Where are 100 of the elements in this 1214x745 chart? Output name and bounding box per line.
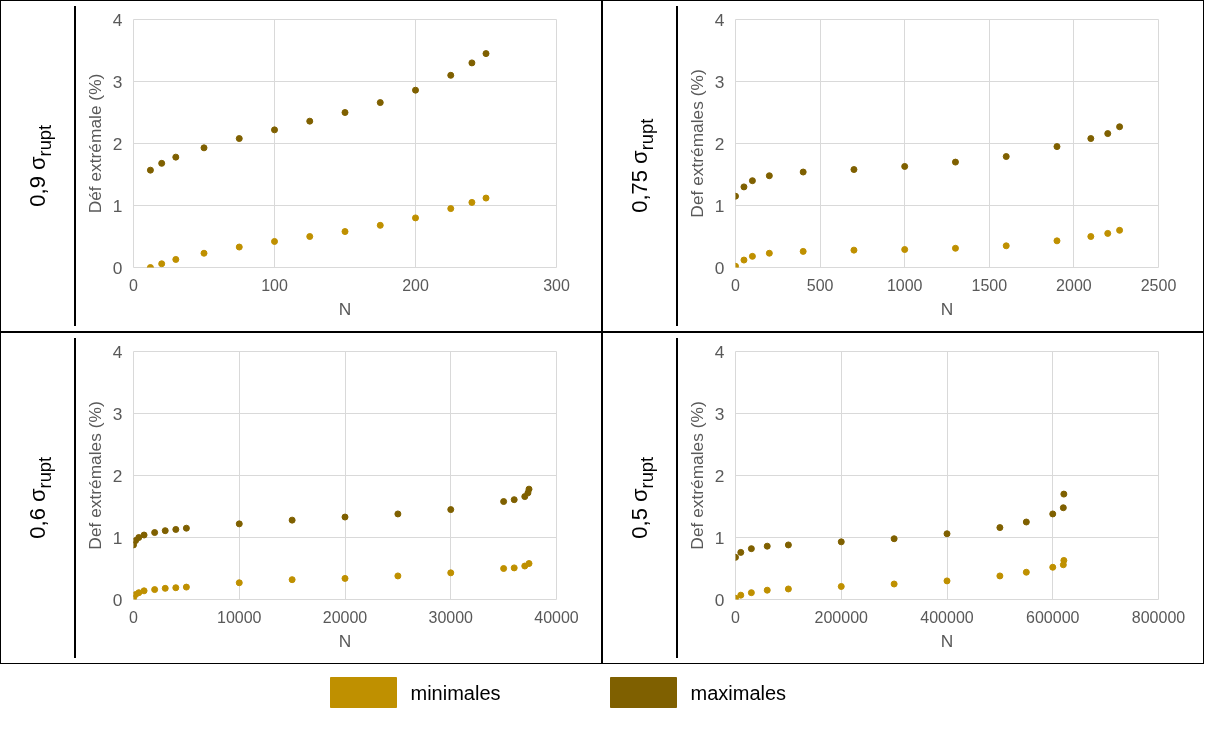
point xyxy=(901,162,909,170)
point xyxy=(837,538,845,546)
y-tick-label: 3 xyxy=(112,403,123,424)
point xyxy=(737,591,745,599)
x-tick-label: 1000 xyxy=(886,276,923,294)
point xyxy=(525,485,533,493)
point xyxy=(1022,568,1030,576)
point xyxy=(235,579,243,587)
point xyxy=(525,560,533,568)
point xyxy=(799,168,807,176)
point xyxy=(447,569,455,577)
point xyxy=(510,564,518,572)
point xyxy=(850,246,858,254)
point xyxy=(1053,143,1061,151)
point xyxy=(482,50,490,58)
x-tick-label: 30000 xyxy=(428,608,474,626)
point xyxy=(151,586,159,594)
point xyxy=(763,586,771,594)
y-tick-label: 0 xyxy=(714,589,725,610)
x-tick-label: 200000 xyxy=(814,608,869,626)
point xyxy=(271,126,278,134)
x-tick-label: 0 xyxy=(731,276,741,294)
point xyxy=(376,221,384,229)
point xyxy=(447,506,455,514)
x-axis-title: N xyxy=(940,630,954,651)
y-tick-label: 4 xyxy=(714,341,725,362)
point xyxy=(1087,233,1095,240)
y-tick-label: 2 xyxy=(714,465,725,486)
y-axis-title: Def extrémales (%) xyxy=(84,401,105,550)
point xyxy=(996,572,1004,580)
x-tick-label: 40000 xyxy=(534,608,579,626)
y-tick-label: 0 xyxy=(714,257,725,278)
point xyxy=(765,249,773,257)
point xyxy=(412,214,419,222)
y-axis-title: Def extrémales (%) xyxy=(686,69,707,218)
point xyxy=(447,205,455,213)
point xyxy=(235,243,243,251)
y-tick-label: 3 xyxy=(714,403,725,424)
point xyxy=(235,135,243,143)
x-tick-label: 0 xyxy=(129,608,139,626)
y-tick-label: 1 xyxy=(714,527,725,548)
x-tick-label: 0 xyxy=(129,276,139,294)
y-tick-label: 0 xyxy=(112,257,123,278)
point xyxy=(890,580,898,588)
point xyxy=(394,510,402,518)
x-tick-label: 300 xyxy=(543,276,570,294)
point xyxy=(996,524,1004,532)
y-tick-label: 2 xyxy=(112,465,123,486)
point xyxy=(161,527,169,535)
point xyxy=(1060,556,1068,564)
point xyxy=(1002,153,1010,161)
point xyxy=(951,158,959,166)
x-axis-title: N xyxy=(338,630,352,651)
point xyxy=(140,531,148,539)
x-tick-label: 1500 xyxy=(971,276,1008,294)
point xyxy=(943,530,951,538)
point xyxy=(500,565,508,572)
y-tick-label: 1 xyxy=(112,195,123,216)
point xyxy=(200,144,208,152)
x-tick-label: 0 xyxy=(731,608,741,626)
point xyxy=(158,159,166,167)
point xyxy=(1049,563,1057,571)
point xyxy=(784,585,792,593)
point xyxy=(890,535,898,543)
point xyxy=(306,117,314,125)
y-tick-label: 1 xyxy=(714,195,725,216)
y-axis-title: Déf extrémale (%) xyxy=(84,73,105,214)
point xyxy=(837,582,845,590)
x-tick-label: 600000 xyxy=(1026,608,1080,626)
point xyxy=(468,198,476,206)
point xyxy=(288,516,296,524)
point xyxy=(850,166,858,174)
point xyxy=(200,249,208,257)
y-axis-title: Def extrémales (%) xyxy=(686,401,707,550)
point xyxy=(737,548,745,556)
point xyxy=(482,194,490,202)
y-tick-label: 4 xyxy=(112,341,123,362)
point xyxy=(1104,229,1112,237)
point xyxy=(140,587,148,595)
point xyxy=(182,524,190,532)
x-tick-label: 10000 xyxy=(217,608,262,626)
y-tick-label: 3 xyxy=(714,71,725,92)
point xyxy=(172,153,180,161)
x-tick-label: 200 xyxy=(402,276,429,294)
point xyxy=(235,520,243,528)
point xyxy=(943,577,951,585)
point xyxy=(341,228,349,236)
point xyxy=(510,496,518,504)
x-tick-label: 400000 xyxy=(920,608,974,626)
x-tick-label: 800000 xyxy=(1131,608,1186,626)
x-tick-label: 500 xyxy=(806,276,834,294)
point xyxy=(747,545,755,553)
y-tick-label: 4 xyxy=(714,9,725,30)
point xyxy=(747,589,755,597)
point xyxy=(172,584,180,592)
point xyxy=(151,529,159,537)
point xyxy=(341,513,349,521)
point xyxy=(951,244,959,252)
x-axis-title: N xyxy=(940,298,954,319)
point xyxy=(288,576,296,584)
